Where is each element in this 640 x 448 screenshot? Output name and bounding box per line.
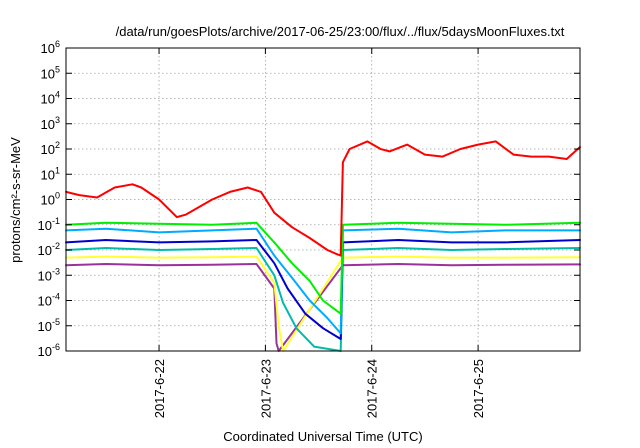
x-axis-ticks: 2017-6-22 2017-6-23 2017-6-24 2017-6-25: [152, 48, 486, 418]
y-tick-label: 102: [41, 140, 60, 157]
x-tick-label: 2017-6-22: [152, 359, 167, 418]
y-tick-label: 104: [41, 90, 60, 107]
series-line: [65, 140, 581, 257]
series-line: [65, 239, 581, 340]
y-tick-label: 10-4: [38, 292, 60, 309]
y-axis-ticks: 10-6 10-5 10-4 10-3 10-2 10-1 100 101 102 103 104 1…: [38, 39, 580, 359]
x-axis-label: Coordinated Universal Time (UTC): [223, 429, 422, 444]
series-line: [65, 255, 581, 352]
grid-lines: [66, 48, 580, 351]
y-tick-label: 101: [41, 165, 60, 182]
y-axis-label: protons/cm²-s-sr-MeV: [8, 137, 23, 263]
chart-title: /data/run/goesPlots/archive/2017-06-25/2…: [116, 24, 565, 39]
series-line: [65, 247, 581, 352]
y-tick-label: 106: [41, 39, 60, 56]
y-tick-label: 103: [41, 115, 60, 132]
series-line: [65, 263, 581, 352]
y-tick-label: 10-6: [38, 342, 60, 359]
y-tick-label: 100: [41, 191, 60, 208]
y-tick-label: 10-1: [38, 216, 60, 233]
x-tick-label: 2017-6-25: [471, 359, 486, 418]
x-tick-label: 2017-6-23: [258, 359, 273, 418]
y-tick-label: 10-2: [38, 241, 60, 258]
series-line: [65, 227, 581, 335]
series-line: [65, 221, 581, 315]
y-tick-label: 105: [41, 64, 60, 81]
x-tick-label: 2017-6-24: [365, 359, 380, 418]
y-tick-label: 10-3: [38, 266, 60, 283]
y-tick-label: 10-5: [38, 317, 60, 334]
data-series: [65, 140, 581, 352]
